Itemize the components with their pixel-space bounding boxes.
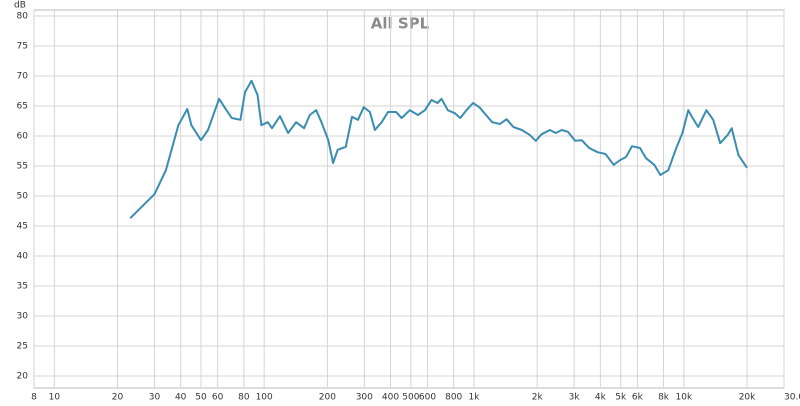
x-tick-label: 20 <box>112 393 124 403</box>
x-tick-label: 300 <box>356 393 373 403</box>
x-tick-label: 400 <box>382 393 399 403</box>
x-tick-label: 80 <box>238 393 250 403</box>
x-tick-label: 4k <box>595 393 607 403</box>
x-tick-label: 10 <box>49 393 61 403</box>
x-tick-label: 2k <box>532 393 544 403</box>
y-tick-label: 40 <box>17 252 29 262</box>
x-tick-label: 60 <box>212 393 224 403</box>
spl-line <box>129 79 748 219</box>
x-tick-label: 800 <box>445 393 462 403</box>
x-tick-label: 200 <box>319 393 336 403</box>
y-tick-label: 35 <box>17 282 28 292</box>
y-tick-label: 70 <box>17 72 29 82</box>
chart-title: All SPL <box>371 15 430 33</box>
y-tick-label: 30 <box>17 312 29 322</box>
y-tick-label: 80 <box>17 12 29 22</box>
x-tick-label: 8 <box>31 393 37 403</box>
x-tick-label: 40 <box>175 393 187 403</box>
x-tick-label: 500 <box>402 393 419 403</box>
y-tick-label: 45 <box>17 222 28 232</box>
y-tick-label: 50 <box>17 192 29 202</box>
y-tick-label: 25 <box>17 342 28 352</box>
x-tick-label: 20k <box>739 393 756 403</box>
y-tick-label: 20 <box>17 372 29 382</box>
x-tick-label: 3k <box>569 393 581 403</box>
y-tick-label: 60 <box>17 132 29 142</box>
x-tick-label: 10k <box>676 393 693 403</box>
x-tick-label: 6k <box>632 393 644 403</box>
x-tick-label: 100 <box>256 393 273 403</box>
x-tick-label: 30 <box>149 393 161 403</box>
x-tick-label: 8k <box>658 393 670 403</box>
y-axis-label: dB <box>14 1 26 11</box>
y-tick-label: 75 <box>17 42 28 52</box>
x-tick-label: 600 <box>419 393 436 403</box>
x-tick-label: 30.0k Hz <box>784 393 800 403</box>
y-tick-label: 65 <box>17 102 28 112</box>
x-tick-label: 50 <box>195 393 207 403</box>
y-tick-label: 55 <box>17 162 28 172</box>
x-tick-label: 1k <box>469 393 481 403</box>
x-tick-label: 5k <box>615 393 627 403</box>
plot-area <box>33 9 785 389</box>
